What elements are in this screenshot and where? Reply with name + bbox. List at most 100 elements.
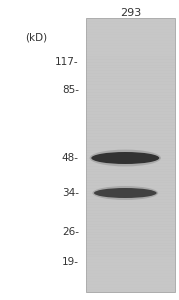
Bar [86, 133, 175, 137]
Bar [86, 215, 175, 219]
Bar [86, 64, 175, 68]
Bar [86, 251, 175, 255]
Bar [86, 23, 175, 27]
Bar [86, 259, 175, 263]
Bar [86, 130, 175, 134]
Text: 48-: 48- [62, 153, 79, 163]
Bar [86, 73, 175, 76]
Bar [86, 56, 175, 60]
Bar [86, 194, 175, 197]
Ellipse shape [90, 150, 161, 166]
Bar [86, 224, 175, 227]
Ellipse shape [92, 186, 158, 200]
Bar [86, 149, 175, 153]
Bar [86, 226, 175, 230]
Bar [86, 204, 175, 208]
Bar [86, 155, 175, 159]
Bar [86, 141, 175, 145]
Bar [86, 218, 175, 222]
Bar [86, 122, 175, 126]
Bar [86, 248, 175, 252]
Text: (kD): (kD) [25, 33, 47, 43]
Bar [86, 84, 175, 88]
Bar [86, 235, 175, 238]
Bar [86, 188, 175, 192]
Bar [86, 265, 175, 268]
Bar [86, 78, 175, 82]
Bar [86, 100, 175, 104]
Bar [86, 114, 175, 118]
Bar [86, 286, 175, 290]
Bar [86, 237, 175, 241]
Bar [86, 86, 175, 90]
Bar [86, 210, 175, 214]
Text: 293: 293 [120, 8, 141, 18]
Bar [86, 117, 175, 120]
Bar [86, 182, 175, 186]
Bar [86, 59, 175, 63]
Ellipse shape [94, 188, 157, 198]
Bar [86, 106, 175, 110]
Bar [86, 267, 175, 271]
Bar [86, 276, 175, 279]
Text: 117-: 117- [55, 57, 79, 67]
Bar [86, 92, 175, 96]
Bar [86, 262, 175, 266]
Bar [86, 95, 175, 98]
Bar [86, 67, 175, 71]
Bar [86, 180, 175, 183]
Bar [86, 125, 175, 129]
Bar [86, 54, 175, 57]
Bar [86, 202, 175, 205]
Bar [86, 177, 175, 181]
Bar [86, 171, 175, 175]
Bar [86, 199, 175, 202]
Bar [86, 229, 175, 233]
Bar [86, 26, 175, 30]
Bar [86, 43, 175, 46]
Text: 85-: 85- [62, 85, 79, 95]
Bar [86, 111, 175, 115]
Bar [86, 158, 175, 161]
Bar [86, 169, 175, 172]
Bar [86, 144, 175, 148]
Bar [86, 81, 175, 85]
Bar [86, 254, 175, 257]
Bar [86, 89, 175, 93]
Bar [86, 284, 175, 287]
Bar [86, 40, 175, 44]
Bar [86, 190, 175, 194]
Bar [86, 221, 175, 224]
Bar [86, 119, 175, 123]
Bar [86, 160, 175, 164]
Bar [86, 51, 175, 55]
Ellipse shape [91, 152, 159, 164]
Bar [86, 207, 175, 211]
Bar [86, 70, 175, 74]
Bar [86, 289, 175, 293]
Bar [86, 128, 175, 131]
Text: 19-: 19- [62, 257, 79, 267]
Bar [86, 21, 175, 25]
Bar [86, 136, 175, 140]
Text: 26-: 26- [62, 227, 79, 237]
Bar [86, 212, 175, 216]
Bar [86, 270, 175, 274]
Bar [86, 240, 175, 244]
Bar [86, 147, 175, 151]
Bar [86, 163, 175, 167]
Bar [86, 243, 175, 246]
Bar [86, 139, 175, 142]
Bar [86, 18, 175, 292]
Bar [86, 103, 175, 107]
Bar [86, 76, 175, 79]
Bar [86, 98, 175, 101]
Bar [86, 185, 175, 189]
Bar [86, 273, 175, 277]
Bar [86, 48, 175, 52]
Bar [86, 166, 175, 170]
Bar [86, 232, 175, 236]
Bar [86, 29, 175, 33]
Bar [86, 62, 175, 66]
Bar [86, 174, 175, 178]
